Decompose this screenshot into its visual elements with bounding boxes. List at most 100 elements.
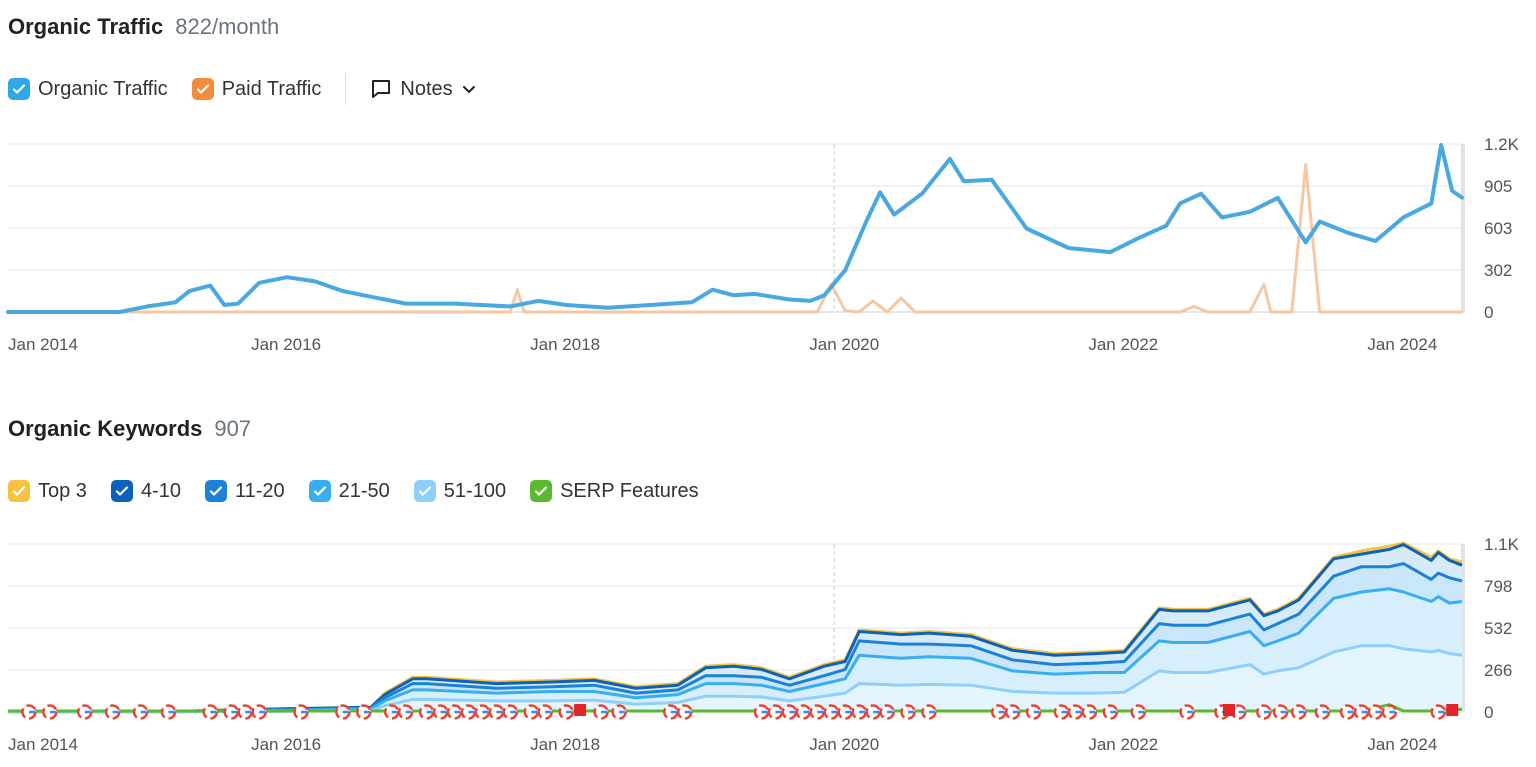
x-tick-label: Jan 2016	[251, 335, 321, 354]
checkbox-checked-icon[interactable]	[530, 480, 553, 502]
x-tick-label: Jan 2016	[251, 735, 321, 754]
google-update-icon[interactable]	[593, 704, 609, 720]
google-update-icon[interactable]	[879, 704, 895, 720]
google-update-icon[interactable]	[356, 704, 372, 720]
google-update-icon[interactable]	[523, 704, 540, 720]
x-tick-label: Jan 2024	[1367, 735, 1437, 754]
legend-51-100[interactable]: 51-100	[413, 479, 507, 503]
x-tick-label: Jan 2014	[8, 735, 78, 754]
google-update-icon[interactable]	[76, 704, 93, 720]
legend-4-10[interactable]: 4-10	[110, 480, 181, 503]
google-update-icon[interactable]	[237, 704, 253, 720]
flag-icon[interactable]	[574, 704, 587, 716]
y-tick-label: 532	[1484, 619, 1512, 638]
google-update-icon[interactable]	[1025, 704, 1042, 720]
google-update-icon[interactable]	[1053, 704, 1070, 720]
flag-icon[interactable]	[1222, 704, 1235, 716]
series-line-organic-traffic	[6, 143, 1464, 314]
google-update-icon[interactable]	[1272, 704, 1289, 720]
legend-label: 51-100	[443, 479, 507, 502]
checkbox-checked-icon[interactable]	[8, 78, 30, 100]
google-update-icon[interactable]	[1256, 704, 1272, 720]
google-update-icon[interactable]	[1430, 704, 1447, 720]
x-tick-label: Jan 2022	[1088, 335, 1158, 354]
google-update-icon[interactable]	[1130, 704, 1147, 720]
legend-organic-traffic[interactable]: Organic Traffic	[8, 78, 168, 101]
legend-11-20[interactable]: 11-20	[204, 479, 285, 503]
checkbox-checked-icon[interactable]	[191, 78, 214, 100]
google-update-icon[interactable]	[502, 704, 519, 720]
google-update-icon[interactable]	[767, 704, 784, 720]
series-line-top-3	[8, 541, 1463, 714]
google-update-icon[interactable]	[851, 704, 867, 720]
google-update-icon[interactable]	[1230, 704, 1247, 720]
google-update-icon[interactable]	[474, 704, 491, 720]
google-update-icon[interactable]	[611, 704, 627, 720]
google-update-icon[interactable]	[1381, 704, 1398, 720]
google-update-icon[interactable]	[160, 704, 177, 720]
google-update-icon[interactable]	[663, 704, 679, 720]
google-update-icon[interactable]	[537, 704, 553, 720]
google-update-icon[interactable]	[677, 704, 693, 720]
checkbox-checked-icon[interactable]	[204, 480, 227, 502]
google-update-icon[interactable]	[488, 704, 505, 720]
google-update-icon[interactable]	[1290, 704, 1307, 720]
google-update-icon[interactable]	[837, 704, 853, 720]
google-update-icon[interactable]	[1353, 704, 1370, 720]
google-update-icon[interactable]	[865, 704, 881, 720]
google-update-icon[interactable]	[432, 704, 449, 720]
google-update-icon[interactable]	[223, 704, 240, 720]
y-tick-label: 0	[1484, 303, 1493, 322]
checkbox-checked-icon[interactable]	[110, 480, 133, 502]
keywords-title-row: Organic Keywords 907	[8, 416, 251, 442]
google-update-icon[interactable]	[132, 704, 149, 720]
checkbox-checked-icon[interactable]	[8, 480, 30, 502]
google-update-icon[interactable]	[293, 704, 309, 720]
organic-keywords-chart: 1.1K 798 532 266 0 Jan 2014 Jan 2016 Jan 2018 Ja…	[8, 535, 1520, 754]
google-update-icon[interactable]	[753, 704, 770, 720]
google-update-icon[interactable]	[446, 704, 463, 720]
traffic-title-row: Organic Traffic 822/month	[8, 14, 279, 40]
google-update-icon[interactable]	[335, 704, 351, 720]
organic-traffic-chart: 1.2K 905 603 302 0 Jan 2014 Jan 2016 Jan 2018 Ja…	[6, 135, 1520, 354]
comment-icon	[372, 80, 391, 98]
legend-label: 11-20	[234, 479, 285, 502]
flag-icon[interactable]	[1446, 704, 1459, 716]
google-update-icon[interactable]	[1314, 704, 1331, 720]
google-update-icon[interactable]	[990, 704, 1007, 720]
google-update-icon[interactable]	[823, 704, 840, 720]
legend-paid-traffic[interactable]: Paid Traffic	[191, 78, 321, 101]
x-tick-label: Jan 2018	[530, 335, 600, 354]
google-update-icon[interactable]	[900, 704, 916, 720]
google-update-icon[interactable]	[42, 704, 58, 720]
google-update-icon[interactable]	[1179, 704, 1195, 720]
keywords-legend: Top 3 4-10 11-20 21-50 51-100 SERP Features	[8, 474, 723, 508]
google-update-icon[interactable]	[795, 704, 812, 720]
y-tick-label: 266	[1484, 661, 1512, 680]
google-update-icon[interactable]	[809, 704, 826, 720]
notes-dropdown[interactable]: Notes	[370, 78, 476, 101]
legend-21-50[interactable]: 21-50	[308, 480, 390, 503]
google-update-icon[interactable]	[418, 704, 435, 720]
google-update-icon[interactable]	[1081, 704, 1098, 720]
google-update-icon[interactable]	[251, 704, 267, 720]
google-update-icon[interactable]	[21, 704, 37, 720]
google-update-icon[interactable]	[397, 704, 414, 720]
google-update-icon[interactable]	[383, 704, 400, 720]
y-tick-label: 1.1K	[1484, 535, 1520, 554]
legend-serp-features[interactable]: SERP Features	[530, 480, 699, 503]
legend-top-3[interactable]: Top 3	[8, 480, 87, 503]
google-update-icon[interactable]	[1067, 704, 1084, 720]
google-update-icon[interactable]	[1004, 704, 1021, 720]
checkbox-checked-icon[interactable]	[308, 480, 331, 502]
google-update-icon[interactable]	[1367, 704, 1384, 720]
google-update-icon[interactable]	[460, 704, 477, 720]
google-update-icon[interactable]	[781, 704, 798, 720]
google-update-icon[interactable]	[1339, 704, 1356, 720]
checkbox-checked-icon[interactable]	[413, 480, 436, 502]
google-update-icon[interactable]	[202, 704, 219, 720]
google-update-icon[interactable]	[558, 704, 574, 720]
google-update-icon[interactable]	[104, 704, 121, 720]
google-update-icon[interactable]	[1102, 704, 1119, 720]
google-update-icon[interactable]	[921, 704, 937, 720]
